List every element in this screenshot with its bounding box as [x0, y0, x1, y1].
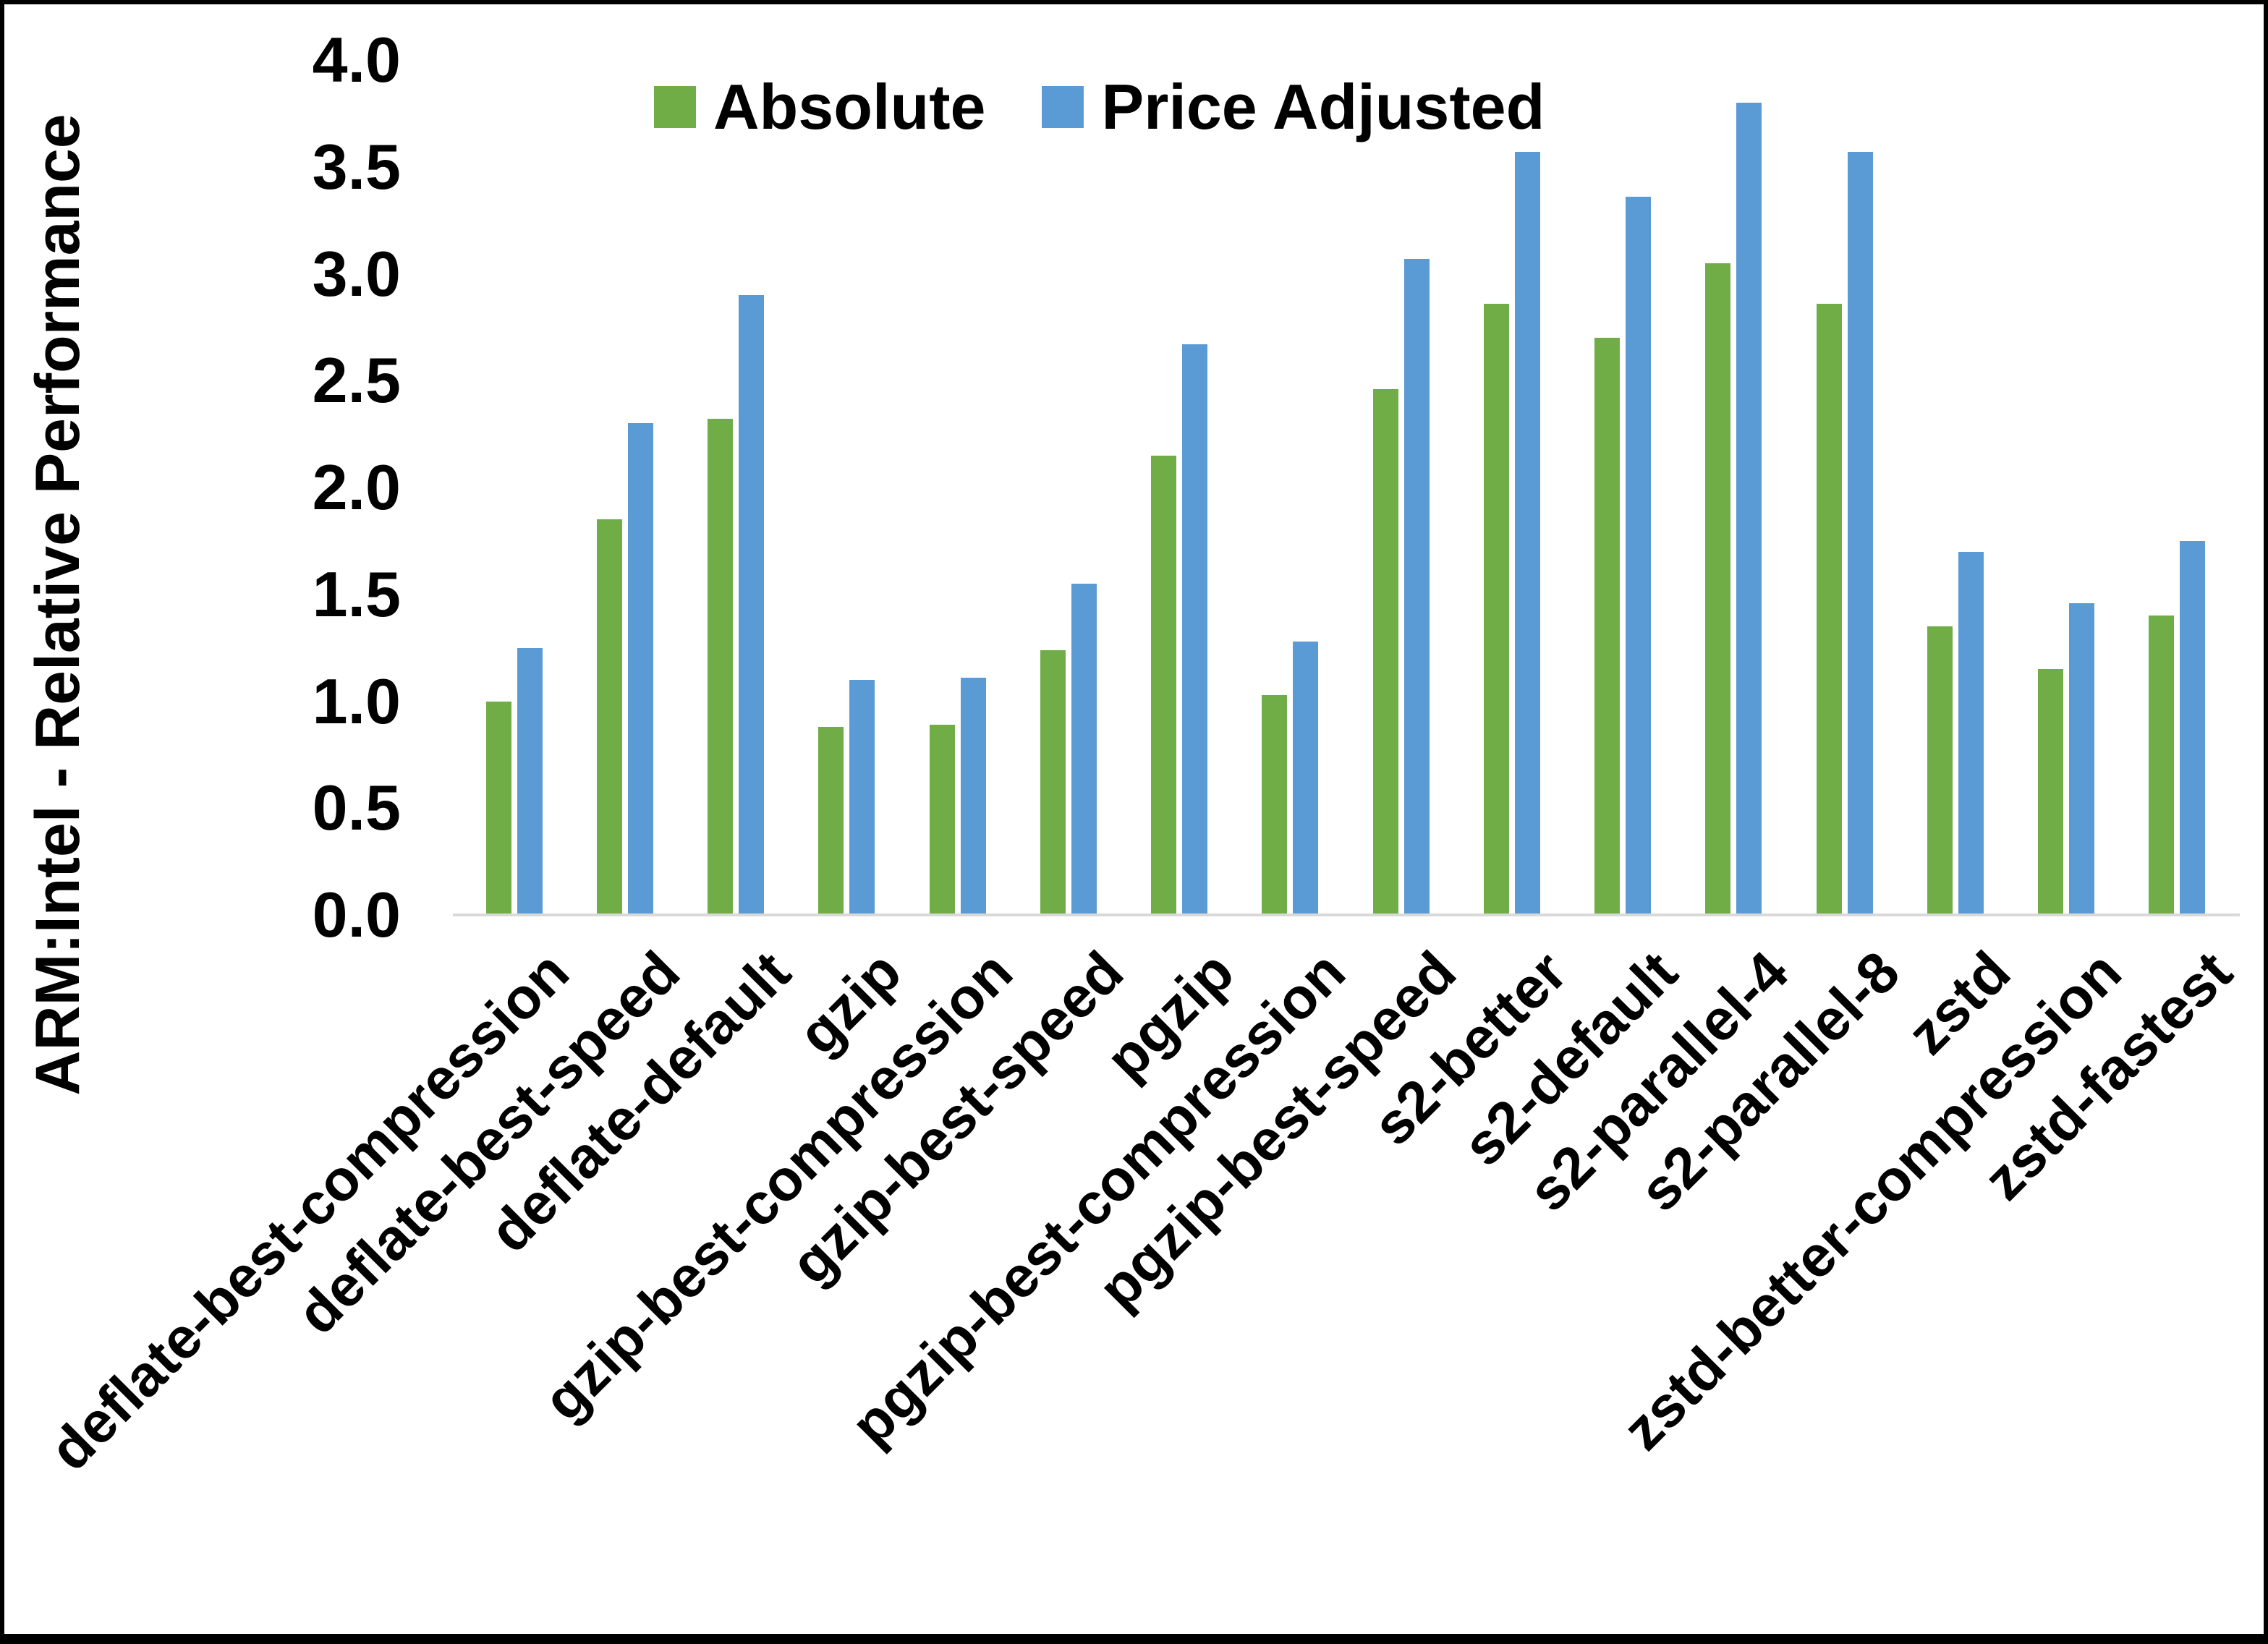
y-axis-tick-label: 3.0 — [312, 237, 401, 310]
y-axis-tick-label: 2.0 — [312, 451, 401, 523]
legend-label: Absolute — [713, 71, 986, 142]
y-axis-tick-label: 0.0 — [312, 879, 401, 950]
legend-swatch-icon — [654, 86, 696, 129]
bar-absolute — [1594, 338, 1621, 915]
bar-absolute — [1927, 626, 1953, 915]
bar-absolute — [1151, 455, 1177, 915]
bar-price-adjusted — [627, 423, 653, 915]
bar-absolute — [929, 725, 955, 915]
bar-absolute — [1372, 389, 1398, 915]
y-axis-tick-label: 2.5 — [312, 344, 401, 417]
bar-absolute — [1705, 263, 1731, 915]
y-axis-tick-label: 4.0 — [312, 24, 401, 95]
bar-absolute — [485, 701, 511, 915]
y-axis-tick-label: 1.0 — [312, 665, 401, 737]
legend-swatch-icon — [1042, 86, 1084, 129]
bar-price-adjusted — [1182, 344, 1208, 915]
bar-absolute — [1040, 649, 1066, 915]
bar-absolute — [1816, 303, 1842, 915]
bar-absolute — [2149, 616, 2175, 915]
bar-price-adjusted — [1293, 641, 1319, 915]
y-axis-tick-label: 1.5 — [312, 558, 401, 630]
bar-absolute — [818, 726, 844, 915]
bar-price-adjusted — [517, 647, 543, 915]
bar-absolute — [596, 519, 622, 915]
bar-absolute — [2038, 669, 2064, 915]
bar-price-adjusted — [1847, 152, 1873, 915]
x-axis-line — [453, 913, 2240, 916]
bar-price-adjusted — [1626, 197, 1652, 915]
bar-price-adjusted — [1958, 551, 1984, 915]
bar-price-adjusted — [739, 295, 765, 915]
legend: Absolute Price Adjusted — [654, 71, 1545, 142]
bar-price-adjusted — [849, 679, 875, 915]
plot-area — [459, 60, 2233, 915]
bar-absolute — [1483, 303, 1509, 915]
y-axis-title: ARM:Intel - Relative Performance — [23, 114, 93, 1096]
bar-price-adjusted — [2180, 540, 2206, 915]
bar-absolute — [708, 419, 734, 915]
legend-item: Price Adjusted — [1042, 71, 1545, 142]
bar-absolute — [1262, 694, 1288, 915]
bar-price-adjusted — [1514, 152, 1540, 915]
y-axis-tick-label: 0.5 — [312, 772, 401, 844]
legend-label: Price Adjusted — [1101, 71, 1545, 142]
bar-price-adjusted — [1071, 583, 1097, 915]
bar-price-adjusted — [1736, 103, 1762, 915]
bar-price-adjusted — [1403, 258, 1430, 915]
bar-price-adjusted — [2069, 602, 2095, 915]
bar-price-adjusted — [960, 678, 986, 915]
y-axis-tick-label: 3.5 — [312, 130, 401, 203]
legend-item: Absolute — [654, 71, 986, 142]
